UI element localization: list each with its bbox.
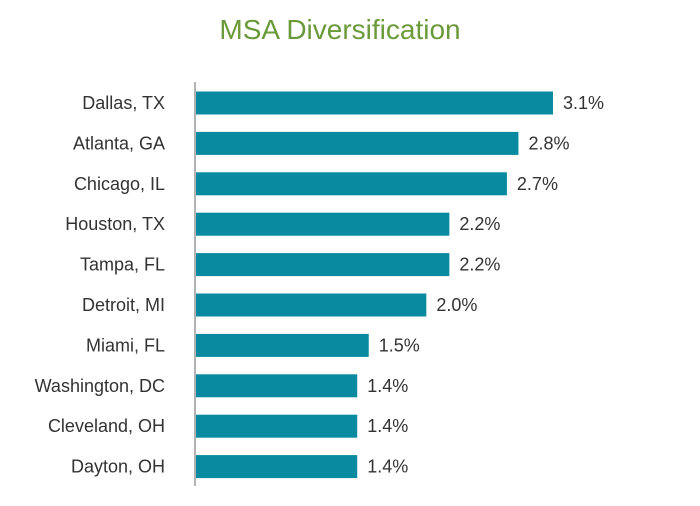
category-label: Detroit, MI: [82, 295, 165, 315]
value-label: 2.0%: [436, 295, 477, 315]
category-label: Miami, FL: [86, 335, 165, 355]
bar: [196, 131, 519, 155]
category-label: Atlanta, GA: [73, 133, 165, 153]
bar: [196, 293, 427, 317]
bar: [196, 374, 358, 398]
value-label: 1.4%: [367, 376, 408, 396]
bar: [196, 455, 358, 479]
chart-title: MSA Diversification: [219, 14, 461, 45]
value-label: 2.8%: [528, 133, 569, 153]
category-label: Cleveland, OH: [48, 416, 165, 436]
category-label: Dayton, OH: [71, 457, 165, 477]
category-label: Houston, TX: [65, 214, 165, 234]
value-label: 1.4%: [367, 457, 408, 477]
value-label: 2.2%: [459, 214, 500, 234]
value-label: 1.5%: [379, 335, 420, 355]
value-label: 1.4%: [367, 416, 408, 436]
bar: [196, 212, 450, 236]
bar: [196, 333, 369, 357]
value-label: 2.7%: [517, 174, 558, 194]
category-label: Tampa, FL: [80, 255, 165, 275]
category-label: Chicago, IL: [74, 174, 165, 194]
category-label: Dallas, TX: [82, 93, 165, 113]
bar: [196, 172, 507, 196]
bar: [196, 414, 358, 438]
value-label: 2.2%: [459, 255, 500, 275]
bar: [196, 253, 450, 277]
value-label: 3.1%: [563, 93, 604, 113]
category-label: Washington, DC: [35, 376, 165, 396]
bars-group: Dallas, TX 3.1% Atlanta, GA 2.8% Chicago, IL…: [35, 91, 604, 479]
bar: [196, 91, 553, 115]
